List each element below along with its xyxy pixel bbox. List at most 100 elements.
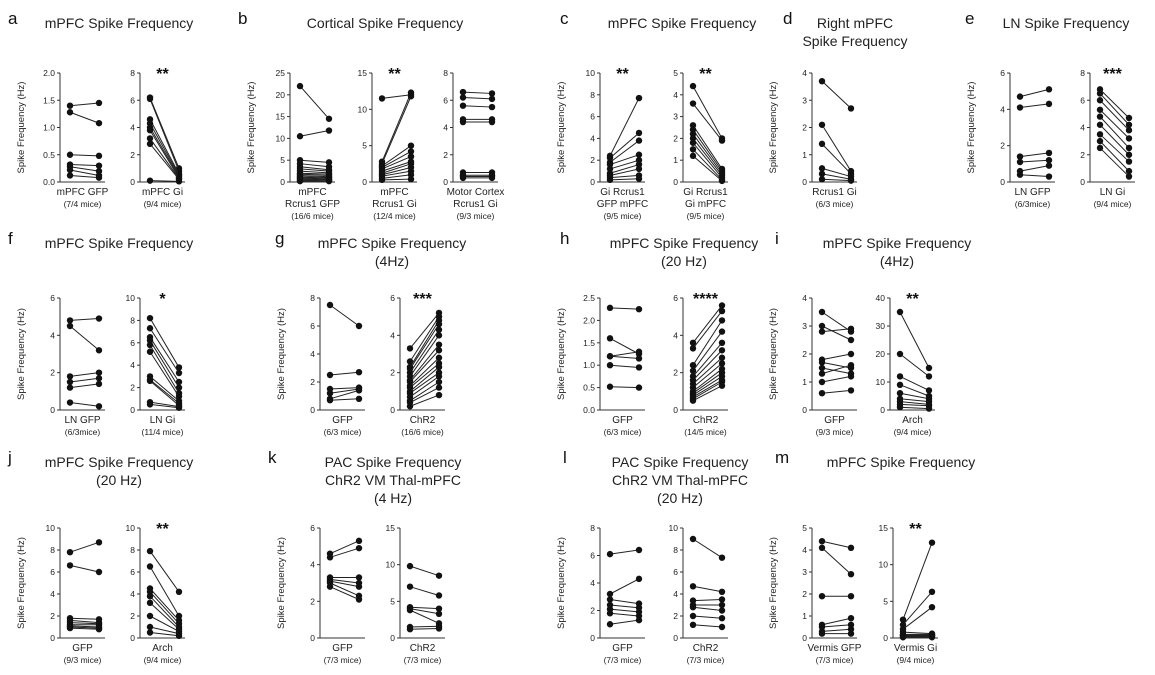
y-tick-label: 0 [130, 405, 135, 415]
pair-line [149, 336, 180, 383]
pair-line [821, 547, 852, 575]
y-tick-label: 4 [310, 560, 315, 570]
data-point-after [355, 596, 363, 603]
data-point-after [928, 634, 936, 641]
pair-line [609, 97, 640, 157]
data-point-before [818, 328, 826, 335]
data-point-after [355, 395, 363, 402]
data-point-after [718, 554, 726, 561]
data-point-before [1096, 97, 1104, 104]
x-category-label: Rcrus1 Gi [812, 187, 856, 198]
pair-line [329, 578, 360, 584]
y-axis-label: Spike Frequency (Hz) [276, 537, 287, 629]
data-point-before [818, 630, 826, 637]
data-point-after [175, 178, 183, 185]
pair-line [69, 626, 100, 629]
data-point-after [355, 369, 363, 376]
subplot-m-24: 0 1 2 3 4 5 Spike Frequency (Hz) Vermis GFP(7/3… [768, 523, 862, 665]
panel-title: PAC Spike Frequency [612, 454, 749, 470]
pair-line [609, 307, 640, 310]
y-tick-label: 10 [276, 133, 286, 143]
y-tick-label: 0 [673, 633, 678, 643]
data-point-after [435, 625, 443, 632]
pair-line [69, 166, 100, 172]
y-tick-label: 0 [390, 633, 395, 643]
subplot-f-10: 0 2 4 6 Spike Frequency (Hz) LN GFP(6/3mice) [16, 293, 105, 437]
data-point-after [718, 328, 726, 335]
x-category-label: LN Gi [150, 415, 176, 426]
data-point-after [435, 347, 443, 354]
panel-title: mPFC Spike Frequency [318, 235, 467, 251]
sample-size-label: (6/3 mice) [324, 427, 362, 437]
data-point-after [1125, 151, 1133, 158]
data-point-after [435, 605, 443, 612]
pair-line [692, 155, 723, 182]
panel-letter: g [275, 229, 284, 248]
pair-line [821, 364, 852, 375]
data-point-before [1016, 104, 1024, 111]
y-tick-label: 2 [130, 611, 135, 621]
y-tick-label: 8 [130, 545, 135, 555]
pair-line [609, 355, 640, 359]
subplot-k-20: 0 2 4 6 Spike Frequency (Hz) GFP(7/3 mice) [276, 523, 365, 665]
data-point-before [818, 544, 826, 551]
data-point-after [847, 105, 855, 112]
pair-line [821, 311, 852, 333]
pair-line [149, 129, 180, 179]
subplot-k-21: 0 5 10 15 ChR2(7/3 mice) [386, 523, 445, 665]
data-point-after [635, 94, 643, 102]
pair-line [69, 617, 100, 620]
x-category-label: Gi Rcrus1 [600, 187, 645, 198]
pair-line [692, 148, 723, 181]
subplot-i-17: 0 10 20 30 40 ** Arch(9/4 mice) [876, 291, 935, 437]
data-point-before [689, 82, 697, 90]
sample-size-label: (9/5 mice) [604, 211, 642, 221]
data-point-after [847, 362, 855, 369]
panel-title: Spike Frequency [802, 33, 907, 49]
data-point-before [896, 350, 904, 358]
data-point-before [899, 616, 907, 623]
pair-line [381, 96, 412, 165]
pair-line [692, 331, 723, 372]
y-tick-label: 8 [130, 315, 135, 325]
pair-line [329, 371, 360, 376]
x-category-label: ChR2 [410, 643, 436, 654]
pair-line [821, 173, 852, 180]
y-axis-label: Spike Frequency (Hz) [768, 308, 779, 400]
x-category-label: GFP [612, 415, 633, 426]
pair-line [692, 385, 723, 402]
pair-line [609, 168, 640, 176]
data-point-before [66, 322, 74, 330]
data-point-after [1125, 173, 1133, 180]
pair-line [69, 325, 100, 351]
y-axis-label: Spike Frequency (Hz) [276, 308, 287, 400]
pair-line [409, 375, 440, 398]
pair-line [609, 132, 640, 159]
y-tick-label: 0 [673, 177, 678, 187]
panel-letter: c [560, 9, 569, 28]
pair-line [1019, 165, 1050, 172]
y-tick-label: 3 [802, 95, 807, 105]
data-point-before [818, 623, 826, 631]
significance-stars: ** [616, 66, 629, 83]
pair-line [692, 342, 723, 377]
pair-line [69, 622, 100, 625]
subplot-g-13: 0 2 4 6 *** ChR2(16/6 mice) [390, 291, 445, 437]
y-tick-label: 4 [130, 360, 135, 370]
y-tick-label: 2 [443, 150, 448, 160]
pair-line [409, 320, 440, 368]
pair-line [299, 166, 330, 171]
x-category-label: LN GFP [64, 415, 100, 426]
y-tick-label: 1 [802, 611, 807, 621]
pair-line [69, 372, 100, 377]
panel-letter: e [965, 9, 974, 28]
data-point-after [488, 103, 496, 111]
y-tick-label: 5 [883, 596, 888, 606]
data-point-before [146, 314, 154, 322]
data-point-before [406, 562, 414, 570]
pair-line [329, 389, 360, 400]
pair-line [609, 164, 640, 174]
y-tick-label: 4 [390, 330, 395, 340]
subplot-c-5: 0 2 4 6 8 10 Spike Frequency (Hz) ** Gi Rcrus1GF… [556, 66, 648, 221]
pair-line [1099, 116, 1130, 149]
